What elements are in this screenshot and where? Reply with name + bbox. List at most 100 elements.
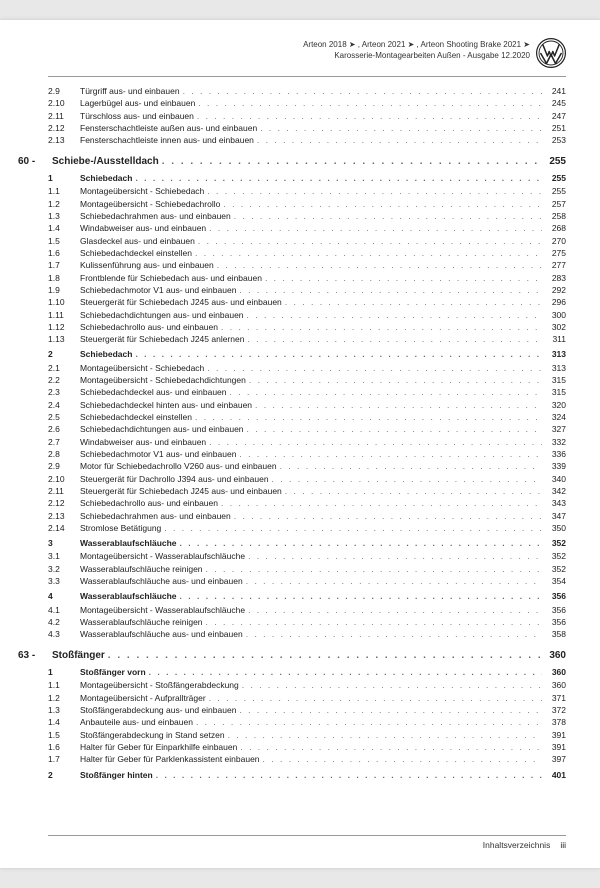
toc-sub-row: 1.4Windabweiser aus- und einbauen268 [48, 222, 566, 234]
toc-title: Wasserablaufschläuche reinigen [76, 616, 203, 628]
toc-leader-dots [269, 473, 542, 485]
toc-number: 2.12 [48, 122, 76, 134]
toc-leader-dots [204, 362, 542, 374]
toc-title: Wasserablaufschläuche aus- und einbauen [76, 628, 243, 640]
toc-leader-dots [244, 423, 542, 435]
toc-leader-dots [239, 679, 542, 691]
toc-page-number: 302 [542, 321, 566, 333]
toc-title: Schiebedachrahmen aus- und einbauen [76, 210, 231, 222]
toc-number: 3.3 [48, 575, 76, 587]
toc-leader-dots [204, 185, 542, 197]
toc-page-number: 251 [542, 122, 566, 134]
toc-sub-row: 2.12Schiebedachrollo aus- und einbauen34… [48, 497, 566, 509]
toc-leader-dots [206, 222, 542, 234]
toc-title: Schiebedach [76, 348, 132, 360]
toc-sub-row: 2.6Schiebedachdichtungen aus- und einbau… [48, 423, 566, 435]
toc-page-number: 283 [542, 272, 566, 284]
toc-leader-dots [260, 753, 542, 765]
toc-page-number: 324 [542, 411, 566, 423]
toc-page-number: 401 [542, 769, 566, 781]
toc-title: Montageübersicht - Stoßfängerabdeckung [76, 679, 239, 691]
toc-leader-dots [243, 628, 542, 640]
toc-number: 1.9 [48, 284, 76, 296]
footer-page-number: iii [560, 840, 566, 850]
toc-title: Schiebedachrahmen aus- und einbauen [76, 510, 231, 522]
toc-leader-dots [252, 399, 542, 411]
toc-title: Schiebe-/Ausstelldach [48, 155, 159, 170]
toc-page-number: 332 [542, 436, 566, 448]
toc-number: 2.7 [48, 436, 76, 448]
toc-title: Glasdeckel aus- und einbauen [76, 235, 195, 247]
toc-chapter-row: 63 -Stoßfänger360 [18, 649, 566, 664]
toc-leader-dots [243, 575, 542, 587]
toc-leader-dots [132, 172, 542, 184]
toc-page-number: 372 [542, 704, 566, 716]
toc-number: 3.2 [48, 563, 76, 575]
toc-number: 2.13 [48, 510, 76, 522]
toc-leader-dots [282, 296, 542, 308]
toc-title: Montageübersicht - Schiebedach [76, 362, 204, 374]
toc-title: Montageübersicht - Wasserablaufschläuche [76, 550, 245, 562]
toc-chapter-row: 60 -Schiebe-/Ausstelldach255 [18, 155, 566, 170]
toc-leader-dots [132, 348, 542, 360]
toc-page-number: 275 [542, 247, 566, 259]
toc-number: 2.1 [48, 362, 76, 374]
toc-sub-row: 1.5Glasdeckel aus- und einbauen270 [48, 235, 566, 247]
toc-number: 1.5 [48, 235, 76, 247]
toc-page-number: 245 [542, 97, 566, 109]
toc-leader-dots [206, 436, 542, 448]
toc-number: 2.10 [48, 473, 76, 485]
toc-number: 2.11 [48, 110, 76, 122]
toc-leader-dots [220, 198, 542, 210]
toc-number: 1.1 [48, 679, 76, 691]
toc-title: Wasserablaufschläuche [76, 590, 177, 602]
toc-leader-dots [203, 616, 542, 628]
toc-number: 2.5 [48, 411, 76, 423]
toc-page-number: 311 [542, 333, 566, 345]
toc-number: 2.12 [48, 497, 76, 509]
toc-page-number: 391 [542, 741, 566, 753]
toc-leader-dots [177, 537, 542, 549]
toc-page-number: 313 [542, 362, 566, 374]
toc-sub-row: 2.2Montageübersicht - Schiebedachdichtun… [48, 374, 566, 386]
toc-page-number: 320 [542, 399, 566, 411]
toc-number: 1.7 [48, 259, 76, 271]
toc-page-number: 360 [542, 679, 566, 691]
toc-page-number: 313 [542, 348, 566, 360]
toc-sub-row: 1.3Stoßfängerabdeckung aus- und einbauen… [48, 704, 566, 716]
toc-title: Montageübersicht - Wasserablaufschläuche [76, 604, 245, 616]
toc-title: Stoßfänger [48, 649, 105, 664]
toc-sub-row: 4.1Montageübersicht - Wasserablaufschläu… [48, 604, 566, 616]
toc-sub-row: 4.2Wasserablaufschläuche reinigen356 [48, 616, 566, 628]
toc-page-number: 315 [542, 386, 566, 398]
toc-number: 1.6 [48, 247, 76, 259]
toc-page-number: 253 [542, 134, 566, 146]
toc-title: Montageübersicht - Schiebedach [76, 185, 204, 197]
toc-page-number: 257 [542, 198, 566, 210]
toc-number: 63 - [18, 649, 48, 664]
toc-title: Anbauteile aus- und einbauen [76, 716, 193, 728]
toc-title: Montageübersicht - Schiebedachrollo [76, 198, 220, 210]
toc-sub-row: 1.7Halter für Geber für Parklenkassisten… [48, 753, 566, 765]
toc-sub-row: 1.11Schiebedachdichtungen aus- und einba… [48, 309, 566, 321]
toc-title: Schiebedachdeckel hinten aus- und einbau… [76, 399, 252, 411]
toc-title: Schiebedachdeckel einstellen [76, 411, 192, 423]
toc-number: 2.9 [48, 460, 76, 472]
toc-page-number: 352 [542, 537, 566, 549]
toc-sub-row: 2.12Fensterschachtleiste außen aus- und … [48, 122, 566, 134]
toc-sub-row: 1.6Schiebedachdeckel einstellen275 [48, 247, 566, 259]
toc-number: 2.13 [48, 134, 76, 146]
toc-number: 1.3 [48, 210, 76, 222]
toc-page-number: 247 [542, 110, 566, 122]
toc-title: Halter für Geber für Parklenkassistent e… [76, 753, 260, 765]
toc-title: Halter für Geber für Einparkhilfe einbau… [76, 741, 237, 753]
toc-page-number: 315 [542, 374, 566, 386]
toc-title: Stoßfänger hinten [76, 769, 153, 781]
toc-number: 1.6 [48, 741, 76, 753]
toc-page-number: 300 [542, 309, 566, 321]
vw-logo-icon [536, 38, 566, 68]
toc-section-row: 1Stoßfänger vorn360 [48, 666, 566, 678]
toc-section-row: 2Stoßfänger hinten401 [48, 769, 566, 781]
page-header: Arteon 2018 ➤ , Arteon 2021 ➤ , Arteon S… [48, 38, 566, 68]
toc-page-number: 352 [542, 550, 566, 562]
